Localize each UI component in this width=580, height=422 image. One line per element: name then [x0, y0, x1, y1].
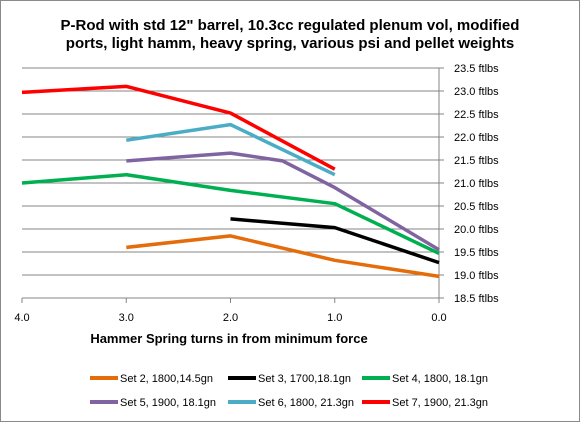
series-line-1 — [126, 234, 440, 279]
series-line-6 — [21, 84, 336, 171]
legend-label: Set 2, 1800,14.5gn — [120, 373, 213, 385]
series-line-4 — [126, 151, 440, 252]
legend-item: Set 6, 1800, 21.3gn — [228, 397, 354, 409]
y-tick-label: 20.5 ftlbs — [454, 201, 499, 213]
x-tick-label: 3.0 — [119, 312, 134, 324]
legend-item: Set 3, 1700,18.1gn — [228, 373, 351, 385]
x-tick-label: 2.0 — [223, 312, 238, 324]
x-tick-label: 4.0 — [14, 312, 29, 324]
legend-item: Set 4, 1800, 18.1gn — [362, 373, 488, 385]
y-tick-label: 20.0 ftlbs — [454, 224, 499, 236]
legend-item: Set 5, 1900, 18.1gn — [90, 397, 216, 409]
x-tick-label: 1.0 — [327, 312, 342, 324]
y-tick-label: 19.0 ftlbs — [454, 270, 499, 282]
y-tick-label: 21.0 ftlbs — [454, 178, 499, 190]
y-tick-label: 23.0 ftlbs — [454, 86, 499, 98]
y-tick-label: 23.5 ftlbs — [454, 63, 499, 75]
series-line-5 — [126, 122, 336, 177]
x-axis-label: Hammer Spring turns in from minimum forc… — [90, 331, 367, 346]
y-tick-label: 19.5 ftlbs — [454, 247, 499, 259]
legend-label: Set 5, 1900, 18.1gn — [120, 397, 216, 409]
series-line-2 — [230, 217, 440, 265]
series-line-3 — [21, 172, 440, 255]
axes — [21, 67, 444, 303]
x-axis-tick-labels: 4.0 3.0 2.0 1.0 0.0 — [14, 312, 446, 324]
y-tick-label: 22.5 ftlbs — [454, 109, 499, 121]
legend-label: Set 7, 1900, 21.3gn — [392, 397, 488, 409]
legend-label: Set 6, 1800, 21.3gn — [258, 397, 354, 409]
x-tick-label: 0.0 — [431, 312, 446, 324]
gridlines — [22, 67, 439, 299]
legend-label: Set 4, 1800, 18.1gn — [392, 373, 488, 385]
legend-item: Set 7, 1900, 21.3gn — [362, 397, 488, 409]
y-axis-tick-labels: 23.5 ftlbs 23.0 ftlbs 22.5 ftlbs 22.0 ftlbs… — [454, 63, 499, 305]
legend-item: Set 2, 1800,14.5gn — [90, 373, 213, 385]
legend-label: Set 3, 1700,18.1gn — [258, 373, 351, 385]
chart-title-line-1: P-Rod with std 12" barrel, 10.3cc regula… — [61, 17, 520, 34]
y-tick-label: 21.5 ftlbs — [454, 155, 499, 167]
chart-title-line-2: ports, light hamm, heavy spring, various… — [66, 35, 514, 52]
y-tick-label: 18.5 ftlbs — [454, 293, 499, 305]
legend: Set 2, 1800,14.5gn Set 3, 1700,18.1gn Set … — [90, 373, 488, 409]
series-lines — [21, 84, 440, 279]
y-tick-label: 22.0 ftlbs — [454, 132, 499, 144]
